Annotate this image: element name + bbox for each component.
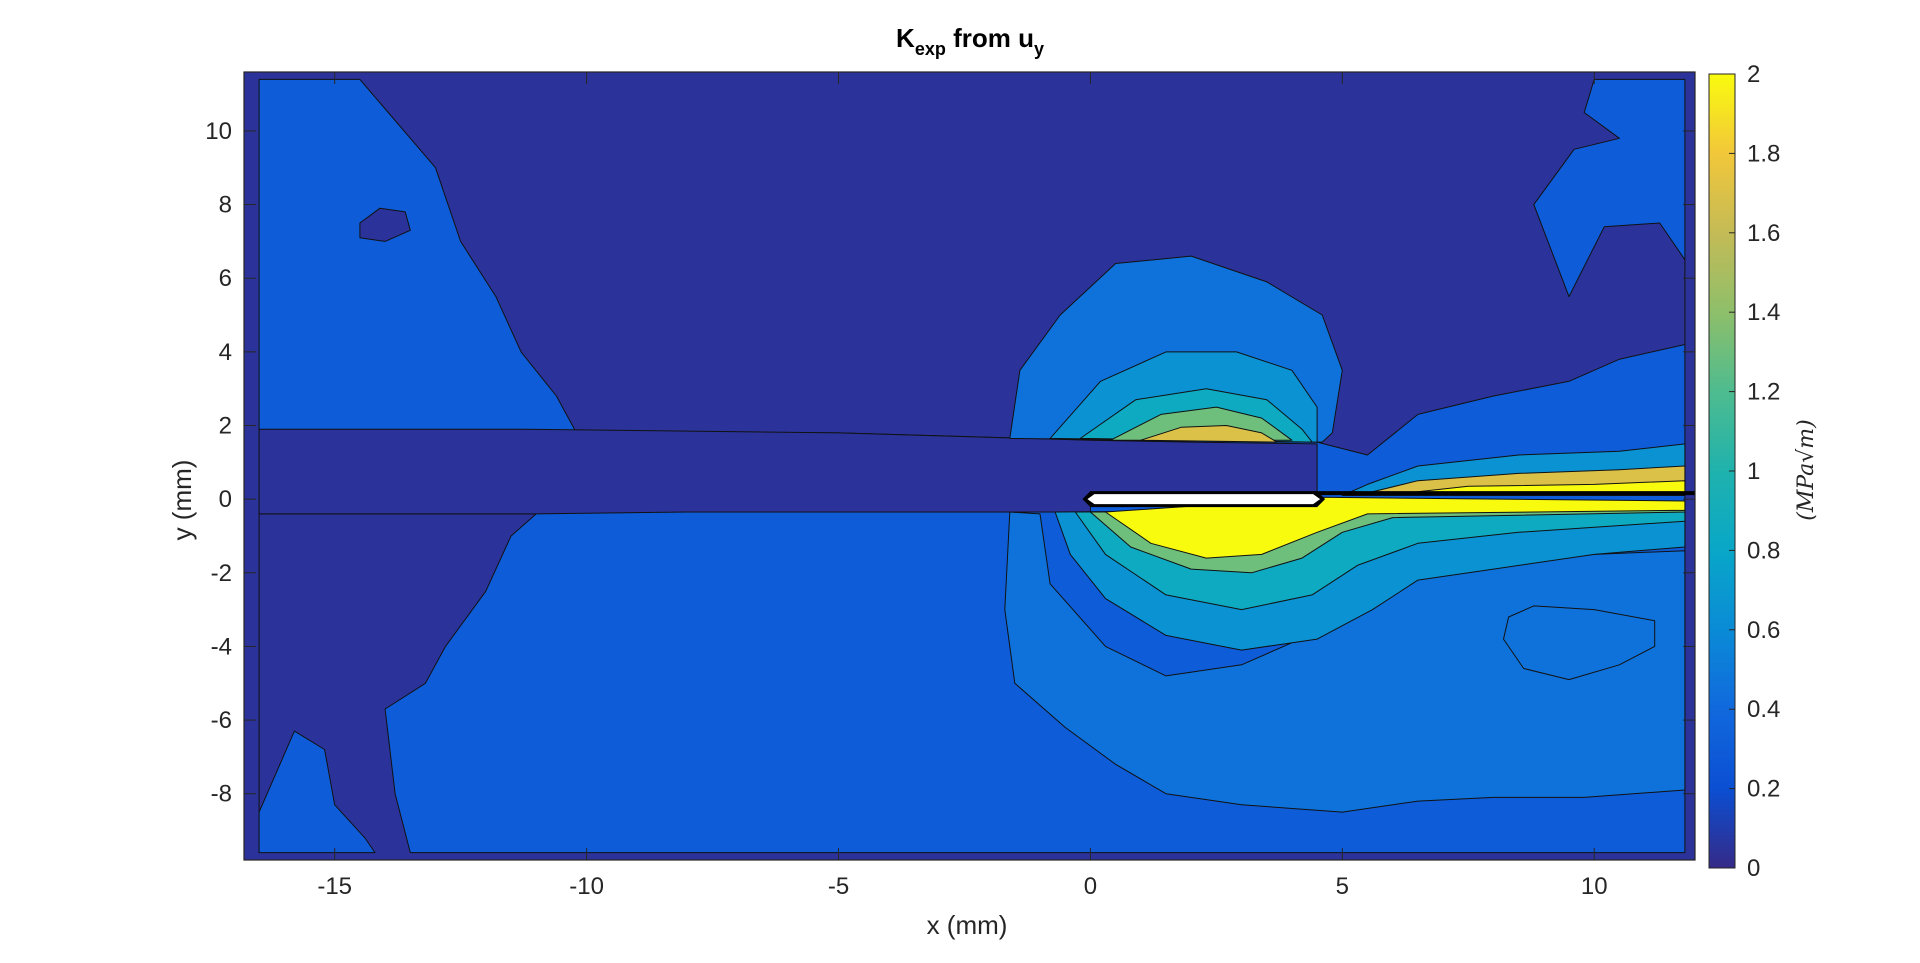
y-tick-label: 2 [219, 412, 232, 439]
y-tick-label: -6 [211, 707, 232, 734]
y-tick-label: -8 [211, 781, 232, 808]
colorbar-tick-label: 2 [1747, 61, 1760, 88]
contour-region-lower-2.0 [1105, 496, 1686, 559]
y-tick-label: 10 [205, 118, 232, 145]
colorbar-tick-label: 1.4 [1747, 299, 1780, 326]
crack-face [1087, 494, 1321, 505]
colorbar-tick-label: 1.8 [1747, 140, 1780, 167]
x-tick-label: 0 [1084, 873, 1097, 900]
colorbar-tick-label: 0.4 [1747, 696, 1780, 723]
chart-title: Kexp from uy [896, 23, 1044, 59]
x-tick-label: -10 [569, 873, 604, 900]
colorbar-tick-label: 0.2 [1747, 776, 1780, 803]
y-axis: -8 -6 -4 -2 0 2 4 6 8 10 [205, 118, 1695, 808]
contour-region-lower-0.4 [1004, 511, 1686, 813]
y-axis-label: y (mm) [167, 460, 197, 541]
y-tick-label: 6 [219, 265, 232, 292]
contour-region-lobe-1.6 [1140, 425, 1278, 443]
x-tick-label: 5 [1336, 873, 1349, 900]
y-tick-label: 0 [219, 486, 232, 513]
y-tick-label: -4 [211, 633, 232, 660]
plot-frame [243, 71, 1696, 861]
contour-plot-area [244, 72, 1695, 860]
x-axis-label: x (mm) [927, 910, 1008, 940]
x-tick-label: -5 [828, 873, 849, 900]
colorbar-tick-label: 1 [1747, 458, 1760, 485]
colorbar-ticks: 0 0.2 0.4 0.6 0.8 1 1.2 1.4 1.6 1.8 2 [1729, 61, 1780, 882]
x-axis: -15 -10 -5 0 5 10 [317, 72, 1608, 900]
colorbar-unit-label: (MPa√m) [1794, 419, 1819, 521]
contour-region-bottom-left-patch [258, 730, 376, 854]
y-tick-label: 8 [219, 192, 232, 219]
colorbar: 0 0.2 0.4 0.6 0.8 1 1.2 1.4 1.6 1.8 2 (MPa√m) [1708, 61, 1819, 882]
colorbar-tick-label: 0 [1747, 855, 1760, 882]
x-tick-label: 10 [1581, 873, 1608, 900]
x-tick-label: -15 [317, 873, 352, 900]
colorbar-tick-label: 0.6 [1747, 617, 1780, 644]
colorbar-tick-label: 1.2 [1747, 379, 1780, 406]
y-tick-label: 4 [219, 339, 232, 366]
colorbar-tick-label: 0.8 [1747, 537, 1780, 564]
colorbar-tick-label: 1.6 [1747, 220, 1780, 247]
contour-region-upper-left-island [359, 207, 411, 242]
y-tick-label: -2 [211, 560, 232, 587]
contour-region-lower-island [1503, 605, 1656, 681]
